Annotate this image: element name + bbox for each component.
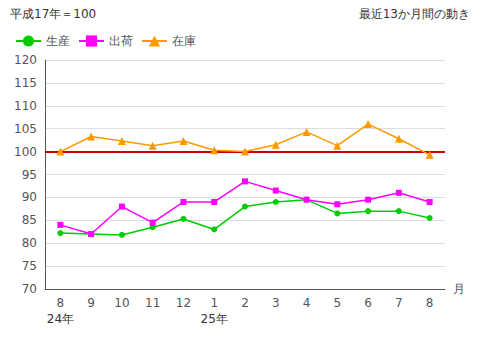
svg-text:8: 8 [426, 296, 434, 310]
svg-text:80: 80 [22, 236, 37, 250]
svg-text:115: 115 [14, 76, 37, 90]
svg-text:95: 95 [22, 168, 37, 182]
svg-text:24年: 24年 [47, 312, 74, 326]
svg-text:生産: 生産 [46, 34, 70, 48]
svg-text:105: 105 [14, 122, 37, 136]
svg-text:120: 120 [14, 53, 37, 67]
svg-text:出荷: 出荷 [109, 34, 133, 48]
svg-text:6: 6 [364, 296, 372, 310]
svg-text:9: 9 [87, 296, 95, 310]
svg-text:110: 110 [14, 99, 37, 113]
svg-text:90: 90 [22, 190, 37, 204]
svg-text:5: 5 [333, 296, 341, 310]
svg-text:70: 70 [22, 282, 37, 296]
svg-text:75: 75 [22, 259, 37, 273]
svg-text:7: 7 [395, 296, 403, 310]
svg-text:月: 月 [453, 282, 465, 296]
svg-text:100: 100 [14, 145, 37, 159]
svg-text:85: 85 [22, 213, 37, 227]
svg-text:12: 12 [176, 296, 191, 310]
svg-text:11: 11 [145, 296, 160, 310]
svg-text:3: 3 [272, 296, 280, 310]
svg-text:1: 1 [210, 296, 218, 310]
svg-text:在庫: 在庫 [172, 34, 196, 48]
svg-text:8: 8 [57, 296, 65, 310]
svg-text:25年: 25年 [201, 312, 228, 326]
svg-text:10: 10 [114, 296, 129, 310]
svg-text:平成17年＝100: 平成17年＝100 [10, 7, 96, 21]
svg-text:最近13か月間の動き: 最近13か月間の動き [359, 7, 470, 21]
svg-text:4: 4 [303, 296, 311, 310]
svg-text:2: 2 [241, 296, 249, 310]
